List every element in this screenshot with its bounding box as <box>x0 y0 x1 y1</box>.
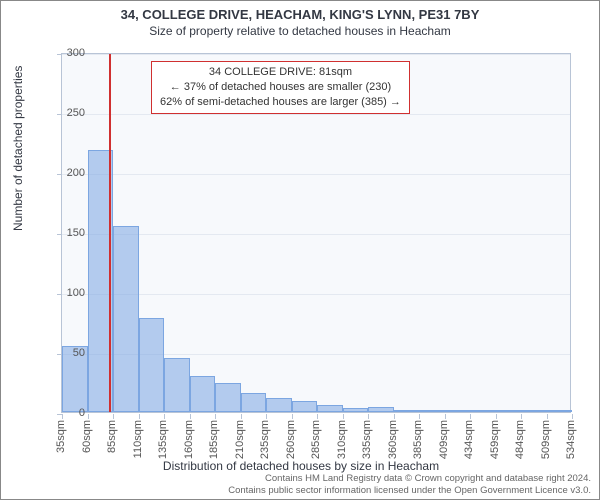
grid-line <box>62 54 570 55</box>
xtick-mark <box>419 414 420 419</box>
xtick-mark <box>215 414 216 419</box>
histogram-bar <box>419 410 445 412</box>
xtick-label: 434sqm <box>463 420 475 459</box>
annotation-box: 34 COLLEGE DRIVE: 81sqm ← 37% of detache… <box>151 61 410 114</box>
ytick-label: 100 <box>45 287 85 299</box>
y-axis-label: Number of detached properties <box>11 66 25 231</box>
xtick-label: 260sqm <box>285 420 297 459</box>
histogram-bar <box>496 410 522 412</box>
xtick-label: 185sqm <box>208 420 220 459</box>
ytick-label: 50 <box>45 347 85 359</box>
histogram-bar <box>394 410 420 412</box>
xtick-mark <box>317 414 318 419</box>
grid-line <box>62 174 570 175</box>
footer-attribution: Contains HM Land Registry data © Crown c… <box>228 473 591 497</box>
xtick-mark <box>521 414 522 419</box>
xtick-mark <box>266 414 267 419</box>
xtick-label: 484sqm <box>514 420 526 459</box>
xtick-mark <box>368 414 369 419</box>
xtick-label: 160sqm <box>183 420 195 459</box>
xtick-mark <box>139 414 140 419</box>
xtick-mark <box>113 414 114 419</box>
annotation-line-2: ← 37% of detached houses are smaller (23… <box>160 80 401 95</box>
xtick-label: 360sqm <box>387 420 399 459</box>
histogram-bar <box>470 410 496 412</box>
xtick-label: 335sqm <box>361 420 373 459</box>
ytick-label: 0 <box>45 407 85 419</box>
histogram-bar <box>113 226 139 412</box>
xtick-mark <box>445 414 446 419</box>
x-axis-label: Distribution of detached houses by size … <box>1 459 600 473</box>
chart-title: 34, COLLEGE DRIVE, HEACHAM, KING'S LYNN,… <box>1 7 599 22</box>
xtick-label: 509sqm <box>540 420 552 459</box>
xtick-mark <box>190 414 191 419</box>
histogram-bar <box>215 383 241 412</box>
ytick-label: 300 <box>45 47 85 59</box>
xtick-label: 60sqm <box>81 420 93 453</box>
xtick-mark <box>394 414 395 419</box>
property-marker-line <box>109 54 111 412</box>
xtick-mark <box>572 414 573 419</box>
xtick-mark <box>547 414 548 419</box>
xtick-mark <box>496 414 497 419</box>
plot-wrap: 34 COLLEGE DRIVE: 81sqm ← 37% of detache… <box>61 53 571 413</box>
annotation-line-1: 34 COLLEGE DRIVE: 81sqm <box>160 65 401 80</box>
histogram-bar <box>241 393 267 412</box>
xtick-label: 110sqm <box>132 420 144 458</box>
xtick-mark <box>470 414 471 419</box>
footer-line-2: Contains public sector information licen… <box>228 485 591 497</box>
histogram-bar <box>547 410 573 412</box>
histogram-bar <box>139 318 165 412</box>
xtick-label: 459sqm <box>489 420 501 459</box>
xtick-mark <box>292 414 293 419</box>
xtick-label: 85sqm <box>106 420 118 453</box>
histogram-bar <box>266 398 292 412</box>
histogram-bar <box>343 408 369 412</box>
xtick-label: 409sqm <box>438 420 450 459</box>
xtick-label: 35sqm <box>55 420 67 453</box>
histogram-bar <box>164 358 190 412</box>
xtick-mark <box>164 414 165 419</box>
xtick-mark <box>343 414 344 419</box>
histogram-bar <box>521 410 547 412</box>
xtick-label: 534sqm <box>565 420 577 459</box>
xtick-mark <box>88 414 89 419</box>
xtick-label: 210sqm <box>234 420 246 459</box>
ytick-label: 250 <box>45 107 85 119</box>
histogram-bar <box>292 401 318 412</box>
xtick-label: 385sqm <box>412 420 424 459</box>
xtick-label: 135sqm <box>157 420 169 459</box>
ytick-label: 200 <box>45 167 85 179</box>
xtick-label: 235sqm <box>259 420 271 459</box>
histogram-bar <box>190 376 216 412</box>
chart-subtitle: Size of property relative to detached ho… <box>1 24 599 38</box>
histogram-bar <box>445 410 471 412</box>
ytick-label: 150 <box>45 227 85 239</box>
histogram-bar <box>317 405 343 412</box>
xtick-label: 285sqm <box>310 420 322 459</box>
chart-container: 34, COLLEGE DRIVE, HEACHAM, KING'S LYNN,… <box>0 0 600 500</box>
footer-line-1: Contains HM Land Registry data © Crown c… <box>228 473 591 485</box>
annotation-line-3: 62% of semi-detached houses are larger (… <box>160 95 401 110</box>
histogram-bar <box>368 407 394 412</box>
xtick-label: 310sqm <box>336 420 348 459</box>
grid-line <box>62 114 570 115</box>
xtick-mark <box>241 414 242 419</box>
